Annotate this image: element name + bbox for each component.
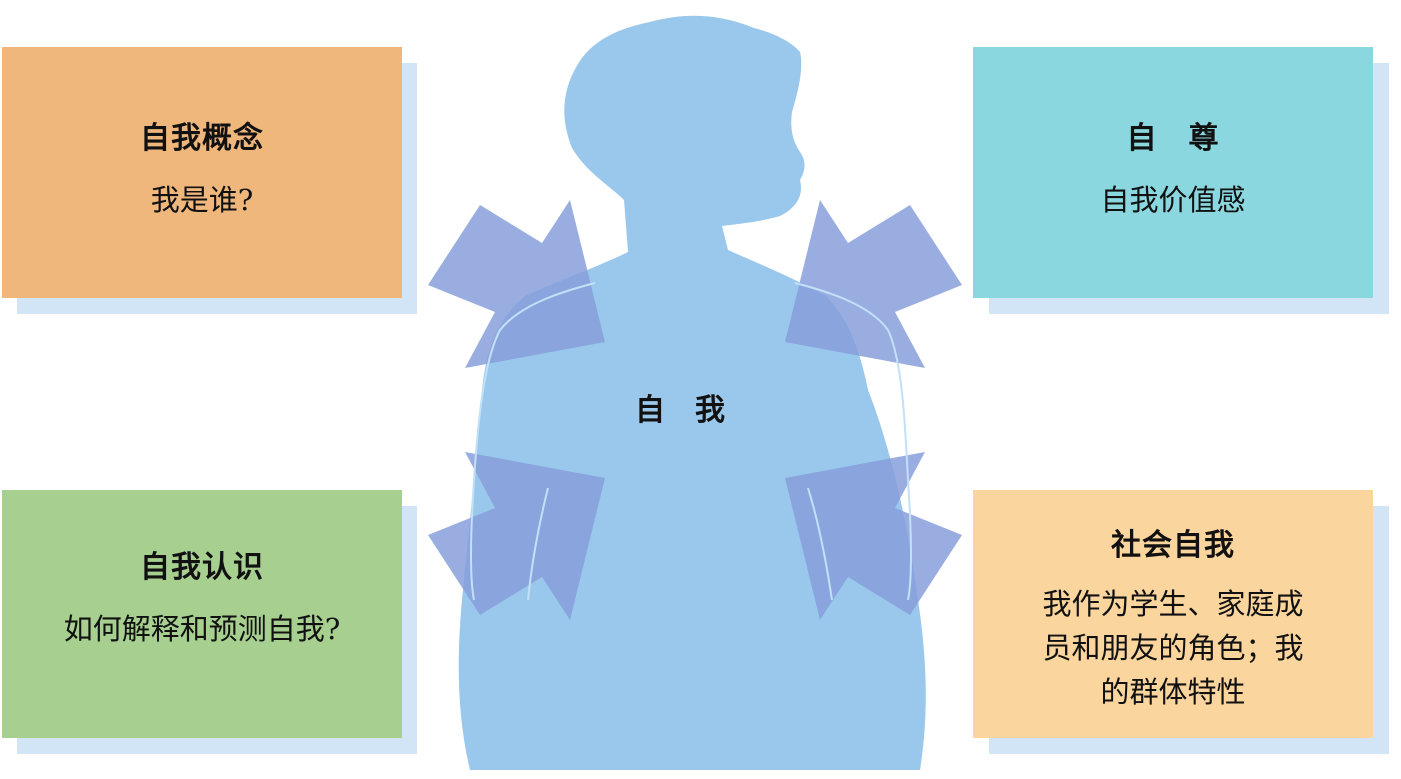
arrow-top-left [428, 200, 605, 368]
arrow-top-right [785, 200, 962, 368]
self-concept-subtitle: 我是谁? [150, 183, 254, 217]
self-knowledge-title: 自我认识 [140, 550, 264, 585]
self-concept-box: 自我概念 我是谁? [2, 47, 402, 298]
self-knowledge-subtitle: 如何解释和预测自我? [63, 612, 341, 646]
self-concept-title: 自我概念 [140, 121, 264, 156]
self-knowledge-box: 自我认识 如何解释和预测自我? [2, 490, 402, 738]
social-self-line-3: 的群体特性 [1100, 675, 1246, 709]
social-self-line-2: 员和朋友的角色；我 [1042, 631, 1304, 665]
self-esteem-subtitle: 自我价值感 [1100, 183, 1246, 217]
self-esteem-title: 自 尊 [1126, 121, 1220, 156]
social-self-box: 社会自我 我作为学生、家庭成 员和朋友的角色；我 的群体特性 [973, 490, 1373, 738]
social-self-title: 社会自我 [1111, 528, 1235, 563]
center-label: 自 我 [635, 393, 725, 428]
body-outline [470, 282, 912, 601]
self-esteem-box: 自 尊 自我价值感 [973, 47, 1373, 298]
social-self-line-1: 我作为学生、家庭成 [1042, 587, 1304, 621]
